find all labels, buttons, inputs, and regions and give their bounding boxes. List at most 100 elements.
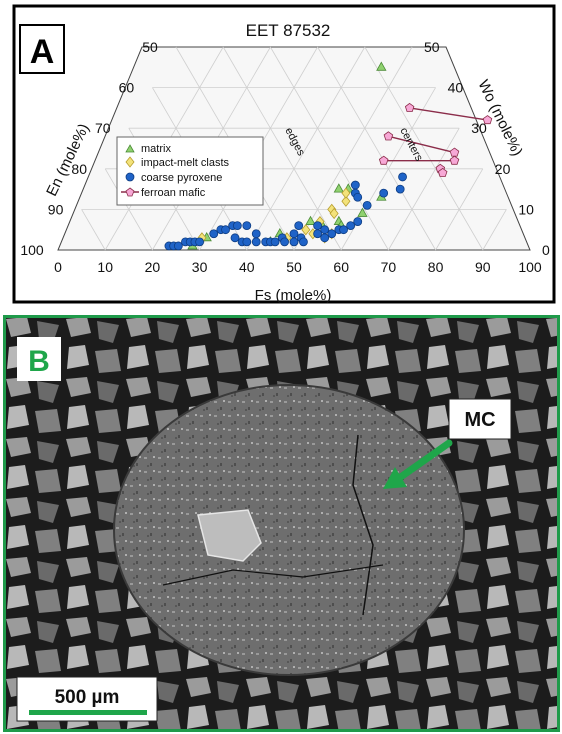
coarse-pyroxene-point — [350, 180, 360, 190]
panel-b-label: B — [28, 345, 50, 378]
coarse-pyroxene-point — [327, 229, 337, 239]
right-tick-label: 30 — [471, 120, 487, 136]
coarse-pyroxene-point — [320, 225, 330, 235]
mc-callout-box — [448, 398, 512, 440]
grid-line — [270, 46, 389, 251]
right-tick-label: 20 — [495, 161, 511, 177]
legend-marker-ferroan — [125, 187, 135, 197]
legend-box — [116, 136, 264, 206]
ferroan-mafic-point — [378, 155, 389, 165]
coarse-pyroxene-point — [346, 221, 356, 231]
grid-line — [317, 46, 436, 251]
grid-line — [222, 46, 342, 251]
legend-marker-matrix — [125, 144, 135, 153]
panel-b-frame — [3, 315, 560, 732]
coarse-pyroxene-point — [294, 221, 304, 231]
bottom-tick-label: 70 — [381, 259, 397, 275]
mc-callout-label: MC — [464, 409, 495, 431]
coarse-pyroxene-point — [173, 241, 183, 251]
bottom-tick-label: 0 — [54, 259, 62, 275]
mc-arrow-shaft — [391, 439, 453, 485]
coarse-pyroxene-point — [320, 233, 330, 243]
coarse-pyroxene-point — [251, 229, 261, 239]
mineral-inclusion — [197, 509, 262, 562]
coarse-pyroxene-point — [289, 237, 299, 247]
coarse-pyroxene-point — [362, 200, 372, 210]
bottom-tick-label: 80 — [428, 259, 444, 275]
crack — [352, 434, 374, 616]
ferroan-mafic-point — [404, 102, 415, 112]
ferroan-tie-line — [409, 107, 488, 121]
panel-a-frame — [12, 4, 556, 304]
panel-b-label-box — [17, 337, 61, 381]
crack-2 — [162, 564, 384, 586]
left-tick-label: 90 — [48, 201, 64, 217]
legend-label-matrix: matrix — [141, 143, 171, 155]
data-points — [164, 61, 493, 251]
legend-label-coarse: coarse pyroxene — [141, 172, 222, 184]
coarse-pyroxene-point — [242, 237, 252, 247]
coarse-pyroxene-point — [289, 229, 299, 239]
grid-line — [104, 168, 153, 251]
bottom-tick-label: 10 — [97, 259, 113, 275]
bottom-tick-label: 20 — [145, 259, 161, 275]
matrix-point — [376, 61, 387, 71]
impact-melt-point — [341, 187, 351, 199]
legend-marker-impact — [125, 156, 135, 168]
legend-label-impact: impact-melt clasts — [141, 157, 230, 169]
chart-title: EET 87532 — [246, 21, 331, 40]
left-tick-label: 80 — [71, 161, 87, 177]
right-tick-label: 50 — [424, 39, 440, 55]
coarse-pyroxene-point — [379, 188, 389, 198]
grid-line — [364, 46, 484, 251]
melt-clast — [113, 384, 465, 676]
bottom-tick-label: 40 — [239, 259, 255, 275]
grid-line — [81, 209, 106, 251]
grid-line — [293, 46, 413, 251]
coarse-pyroxene-point — [339, 225, 348, 235]
left-tick-label: 70 — [95, 120, 111, 136]
panel-a: 0 10 20 30 40 50 60 70 80 90 100 100 90 80 70 60 50 0 10… — [0, 0, 562, 310]
grid-line — [482, 209, 507, 251]
bottom-tick-label: 100 — [518, 259, 542, 275]
coarse-pyroxene-point — [221, 225, 230, 235]
coarse-pyroxene-point — [353, 217, 363, 226]
coarse-pyroxene-point — [230, 233, 240, 243]
coarse-pyroxene-point — [232, 221, 242, 231]
ferroan-tie-line — [388, 135, 455, 154]
coarse-pyroxene-point — [395, 184, 405, 194]
ferroan-tie-lines — [383, 107, 488, 174]
grid-line — [246, 46, 366, 251]
bottom-tick-label: 90 — [475, 259, 491, 275]
matrix-point — [357, 207, 368, 217]
left-tick-label: 60 — [119, 80, 135, 96]
bottom-tick-label: 60 — [333, 259, 349, 275]
bottom-tick-label: 30 — [192, 259, 208, 275]
left-tick-label: 100 — [20, 242, 44, 258]
left-tick-labels: 100 90 80 70 60 50 — [20, 39, 158, 258]
coarse-pyroxene-point — [270, 237, 280, 247]
bottom-tick-labels: 0 10 20 30 40 50 60 70 80 90 100 — [54, 259, 542, 275]
ferroan-mafic-point — [437, 167, 448, 177]
right-tick-label: 0 — [542, 242, 550, 258]
coarse-pyroxene-point — [299, 237, 308, 247]
ferroan-mafic-point — [482, 115, 493, 125]
coarse-pyroxene-point — [313, 221, 323, 231]
panel-b: B MC 500 µm — [3, 315, 560, 732]
impact-melt-point — [301, 224, 311, 236]
ferroan-mafic-point — [383, 131, 394, 141]
legend-marker-coarse — [125, 172, 135, 182]
coarse-pyroxene-point — [209, 229, 219, 239]
coarse-pyroxene-point — [242, 221, 252, 231]
panel-a-label: A — [30, 33, 55, 71]
matrix-point — [333, 183, 345, 193]
coarse-pyroxene-point — [280, 237, 289, 247]
impact-melt-point — [329, 207, 339, 220]
bottom-axis-label: Fs (mole%) — [255, 287, 332, 304]
grid-line — [388, 127, 460, 251]
panel-a-label-box — [19, 24, 65, 74]
legend-label-ferroan: ferroan mafic — [141, 187, 206, 199]
ferroan-mafic-point — [449, 155, 460, 165]
right-tick-labels: 0 10 20 30 40 50 — [424, 39, 550, 258]
